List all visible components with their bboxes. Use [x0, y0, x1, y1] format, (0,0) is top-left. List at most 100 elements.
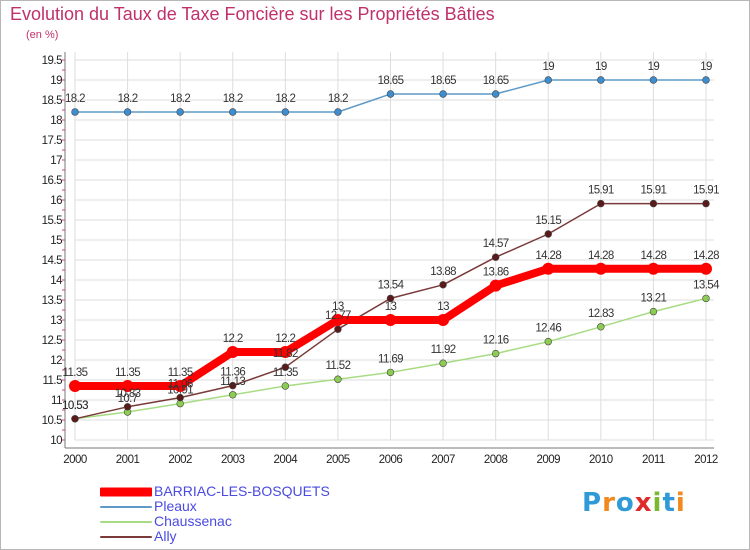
x-tick-label: 2006 — [379, 454, 403, 466]
legend-item-barriac-les-bosquets: BARRIAC-LES-BOSQUETS — [100, 484, 420, 499]
data-point-barriac-les-bosquets — [384, 314, 397, 326]
data-point-barriac-les-bosquets — [542, 262, 555, 275]
data-label-ally: 15.91 — [693, 185, 719, 197]
series-layer — [69, 76, 712, 423]
data-label-chaussenac: 11.35 — [273, 367, 298, 379]
data-label-ally: 10.83 — [115, 388, 141, 400]
legend-swatch — [100, 520, 152, 523]
data-point-pleaux — [649, 76, 658, 84]
y-tick-label: 16 — [50, 195, 62, 207]
data-label-chaussenac: 12.16 — [483, 335, 509, 347]
data-label-pleaux: 19 — [700, 61, 712, 73]
logo-letter: t — [662, 488, 676, 518]
y-tick-label: 17.5 — [42, 135, 62, 147]
data-point-ally — [702, 199, 710, 208]
data-point-chaussenac — [702, 294, 710, 303]
data-point-barriac-les-bosquets — [437, 314, 450, 326]
logo-letter: x — [634, 488, 653, 518]
data-label-chaussenac: 12.83 — [588, 308, 614, 320]
data-point-pleaux — [229, 108, 237, 116]
data-point-chaussenac — [386, 368, 395, 377]
data-point-chaussenac — [544, 337, 552, 346]
x-tick-label: 2001 — [116, 454, 140, 466]
data-point-barriac-les-bosquets — [69, 380, 81, 392]
y-tick-label: 11.5 — [42, 375, 62, 387]
data-label-ally: 15.15 — [535, 215, 561, 227]
logo-letter: i — [652, 488, 663, 518]
x-tick-label: 2010 — [589, 454, 613, 466]
data-point-barriac-les-bosquets — [226, 346, 239, 358]
data-point-barriac-les-bosquets — [594, 262, 607, 275]
legend-label: BARRIAC-LES-BOSQUETS — [154, 483, 330, 499]
data-label-ally: 13.88 — [430, 266, 456, 278]
logo-letter: o — [615, 488, 635, 518]
data-label-barriac-les-bosquets: 13.86 — [483, 267, 509, 279]
y-tick-label: 13.5 — [42, 295, 62, 307]
data-label-ally: 14.57 — [483, 238, 509, 250]
data-label-barriac-les-bosquets: 13 — [437, 301, 449, 313]
data-label-pleaux: 19 — [595, 61, 607, 73]
x-tick-label: 2009 — [536, 454, 560, 466]
data-label-pleaux: 18.2 — [170, 93, 190, 105]
legend-item-chaussenac: Chaussenac — [100, 514, 420, 529]
y-tick-label: 18 — [50, 115, 62, 127]
data-label-pleaux: 19 — [648, 61, 660, 73]
data-label-barriac-les-bosquets: 11.35 — [168, 367, 193, 379]
data-label-ally: 11.36 — [220, 367, 245, 379]
data-point-chaussenac — [491, 349, 500, 358]
data-point-barriac-les-bosquets — [647, 262, 660, 275]
legend-item-pleaux: Pleaux — [100, 499, 420, 514]
data-point-ally — [334, 325, 342, 333]
data-point-pleaux — [123, 108, 132, 116]
logo-letter: P — [582, 488, 603, 518]
data-point-pleaux — [702, 76, 710, 84]
data-label-barriac-les-bosquets: 14.28 — [693, 250, 719, 262]
y-tick-label: 12 — [50, 355, 62, 367]
legend-label: Pleaux — [154, 498, 197, 514]
data-label-barriac-les-bosquets: 13 — [332, 301, 344, 313]
y-tick-label: 19 — [50, 75, 62, 87]
y-tick-label: 10.5 — [42, 415, 62, 427]
data-point-pleaux — [597, 76, 605, 84]
data-label-pleaux: 18.2 — [65, 93, 85, 105]
data-label-pleaux: 18.2 — [118, 93, 138, 105]
data-label-barriac-les-bosquets: 13 — [385, 301, 397, 313]
data-point-chaussenac — [229, 391, 237, 399]
data-point-chaussenac — [439, 359, 447, 367]
data-label-chaussenac: 11.92 — [431, 344, 456, 356]
legend-swatch — [100, 487, 152, 496]
proxiti-logo: Proxiti — [582, 488, 686, 518]
y-tick-label: 13 — [50, 315, 62, 327]
y-tick-label: 17 — [50, 155, 62, 167]
data-point-pleaux — [491, 90, 500, 98]
y-tick-label: 10 — [50, 435, 62, 447]
data-point-ally — [649, 199, 658, 208]
data-point-barriac-les-bosquets — [121, 380, 134, 392]
data-label-barriac-les-bosquets: 14.28 — [535, 250, 561, 262]
data-point-ally — [229, 381, 237, 390]
data-label-chaussenac: 12.46 — [535, 323, 561, 335]
x-tick-label: 2007 — [431, 454, 455, 466]
grid-lines — [74, 52, 714, 441]
data-point-chaussenac — [649, 307, 658, 316]
data-point-chaussenac — [281, 382, 290, 390]
legend-label: Chaussenac — [154, 513, 232, 529]
y-tick-label: 11 — [51, 395, 62, 407]
data-labels-layer: 11.35 11.35 11.35 12.2 12.2 13 13 13 13.86 14.28 1… — [62, 61, 721, 412]
data-point-barriac-les-bosquets — [700, 262, 712, 275]
data-point-pleaux — [71, 108, 79, 116]
data-label-barriac-les-bosquets: 11.35 — [115, 367, 140, 379]
data-point-pleaux — [544, 76, 552, 84]
data-point-ally — [439, 281, 447, 289]
data-label-ally: 11.82 — [273, 348, 298, 360]
x-tick-label: 2003 — [221, 454, 245, 466]
data-point-barriac-les-bosquets — [331, 314, 344, 326]
data-point-ally — [176, 393, 184, 402]
data-label-chaussenac: 11.52 — [325, 360, 350, 372]
legend-label: Ally — [154, 528, 177, 544]
data-label-barriac-les-bosquets: 11.35 — [63, 367, 88, 379]
data-label-ally: 15.91 — [641, 185, 667, 197]
data-label-barriac-les-bosquets: 12.2 — [275, 333, 295, 345]
x-tick-label: 2008 — [484, 454, 508, 466]
